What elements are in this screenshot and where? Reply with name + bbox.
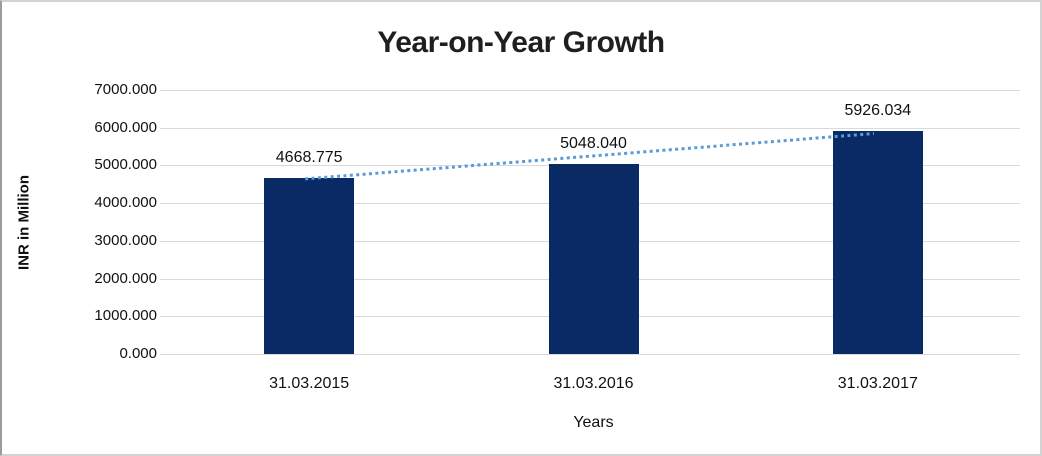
y-tick-mark [160,354,167,355]
gridline [167,354,1020,355]
data-label: 5048.040 [560,134,627,152]
y-tick-mark [160,127,167,129]
y-tick-mark [160,278,167,280]
bar [264,177,355,354]
gridline [167,127,1020,129]
x-tick-label: 31.03.2015 [269,375,350,392]
bar [548,163,639,354]
y-tick-label: 7000.000 [94,81,157,98]
x-tick-label: 31.03.2017 [837,375,918,392]
x-axis-title: Years [573,414,614,431]
y-tick-label: 2000.000 [94,269,157,287]
bar [832,130,923,354]
y-axis-title: INR in Million [15,175,33,270]
y-tick-mark [160,316,167,318]
y-tick-label: 1000.000 [94,307,157,325]
y-tick-label: 4000.000 [94,194,157,212]
chart-title: Year-on-Year Growth [377,26,665,59]
y-tick-label: 6000.000 [94,118,157,136]
y-tick-label: 0.000 [119,345,157,362]
x-tick-label: 31.03.2016 [553,375,634,392]
y-tick-label: 5000.000 [94,156,157,174]
data-label: 5926.034 [844,101,912,119]
data-label: 4668.775 [275,148,343,166]
y-tick-label: 3000.000 [94,231,157,249]
y-tick-mark [160,165,167,167]
gridline [167,90,1020,91]
y-tick-mark [160,240,167,242]
y-tick-mark [160,90,167,91]
y-tick-mark [160,203,167,205]
